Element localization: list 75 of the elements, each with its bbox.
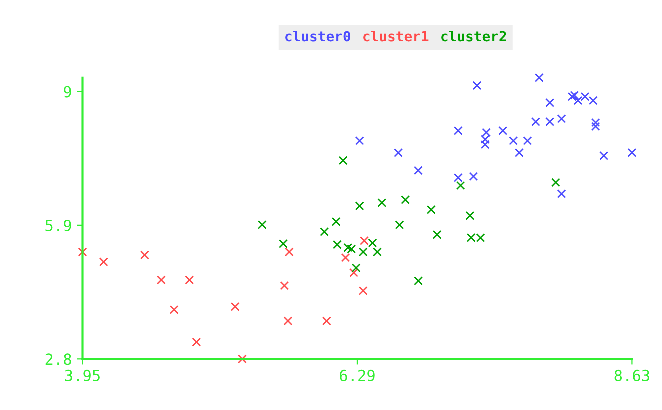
point [284,316,293,326]
point [333,240,342,250]
point [531,117,540,126]
point [628,148,637,158]
point [426,205,436,214]
point [546,117,555,126]
point [456,181,466,190]
point [156,276,166,285]
text: cluster1 [364,30,429,42]
point [185,276,194,285]
point [414,276,424,286]
point [238,354,247,364]
point [360,236,370,246]
point [472,81,482,90]
point [591,122,600,132]
point [78,248,88,257]
point [568,92,577,102]
point [192,338,202,347]
point [546,98,555,108]
point [358,248,368,257]
point [332,217,341,226]
point [279,239,288,248]
point [230,302,240,312]
point [509,136,518,146]
x-tick-label: 6.29 [340,370,375,382]
point [320,227,330,236]
point [344,243,353,252]
point [515,148,524,158]
text: cluster0 [286,30,350,42]
point [284,248,294,257]
point [600,151,609,160]
point [140,250,150,260]
point [454,173,463,182]
point [338,156,348,166]
point [466,211,475,220]
point [480,140,490,150]
point [551,178,560,188]
point [454,126,463,136]
point [534,73,544,82]
point [368,238,378,248]
point [355,202,364,211]
y-tick-label: 9 [64,86,72,98]
point [394,148,404,158]
point [341,253,350,262]
point [482,128,492,138]
point [432,230,442,240]
point [378,198,387,208]
point [349,268,358,278]
point [557,114,566,124]
y-tick-label: 2.8 [46,354,72,366]
point [322,316,332,326]
point [280,281,290,290]
point [591,118,600,128]
point [99,258,108,267]
point [498,126,508,136]
x-tick-label: 3.95 [65,370,100,382]
point [395,220,404,230]
point [469,172,478,182]
point [401,195,410,204]
point [352,264,361,273]
y-tick-label: 5.9 [46,220,72,232]
point [588,96,598,106]
x-tick-label: 8.63 [614,370,650,382]
point [355,136,364,146]
point [372,248,382,257]
point [523,136,532,146]
point [480,135,490,144]
point [557,189,566,198]
point [414,166,424,176]
point [170,305,179,314]
point [347,244,356,254]
text: cluster2 [442,30,506,42]
point [358,286,368,296]
point [258,220,267,230]
point [574,96,583,106]
